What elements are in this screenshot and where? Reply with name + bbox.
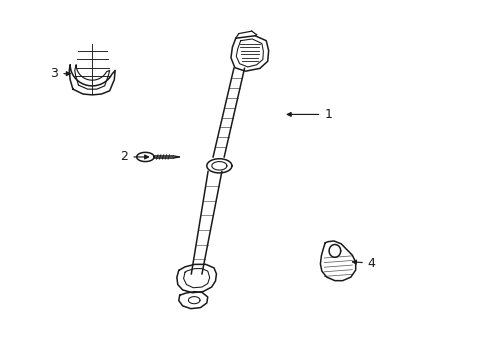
- Text: 3: 3: [50, 67, 70, 80]
- Text: 4: 4: [352, 257, 375, 270]
- Text: 2: 2: [121, 150, 148, 163]
- Text: 1: 1: [286, 108, 331, 121]
